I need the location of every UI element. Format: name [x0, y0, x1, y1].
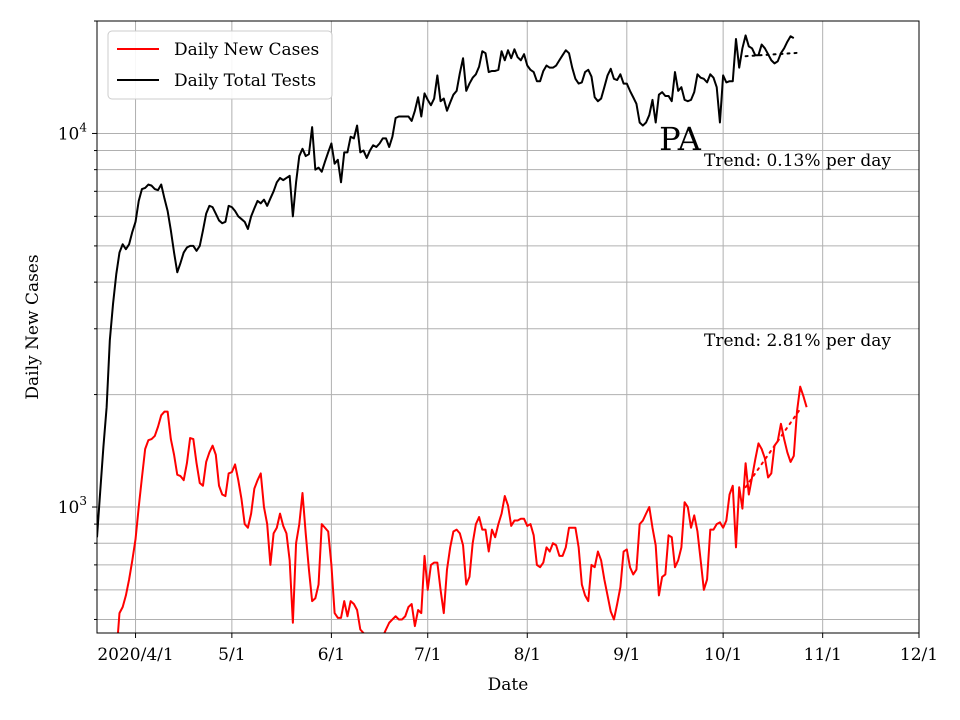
plot-frame [96, 20, 920, 634]
y-axis-label: Daily New Cases [23, 254, 43, 399]
x-tick-label: 9/1 [613, 645, 640, 665]
x-tick-label: 8/1 [514, 645, 541, 665]
daily-new-cases-line [116, 385, 808, 633]
series-layer [97, 34, 808, 633]
legend-box [107, 30, 333, 100]
daily-total-tests-line [97, 34, 795, 538]
cases-trend-label: Trend: 2.81% per day [704, 331, 891, 351]
legend-label-tests: Daily Total Tests [174, 71, 316, 91]
x-tick-label: 2020/4/1 [97, 645, 173, 665]
trend-line [744, 407, 802, 489]
y-tick-label: 103 [58, 494, 87, 518]
x-tick-label: 7/1 [414, 645, 441, 665]
plot-title: PA [659, 120, 702, 158]
x-tick-label: 10/1 [704, 645, 742, 665]
x-axis-label: Date [488, 675, 529, 695]
x-tick-label: 12/1 [900, 645, 938, 665]
x-tick-label: 6/1 [318, 645, 345, 665]
legend-label-cases: Daily New Cases [174, 40, 319, 60]
tests-trend-label: Trend: 0.13% per day [704, 151, 891, 171]
legend: Daily New Cases Daily Total Tests [107, 30, 333, 100]
series-group [97, 34, 808, 633]
ticks: 2020/4/1 5/1 6/1 7/1 8/1 9/1 10/1 11/1 12/1 103 10… [58, 20, 938, 665]
x-tick-label: 11/1 [804, 645, 842, 665]
x-tick-label: 5/1 [218, 645, 245, 665]
y-tick-label: 104 [58, 120, 88, 144]
